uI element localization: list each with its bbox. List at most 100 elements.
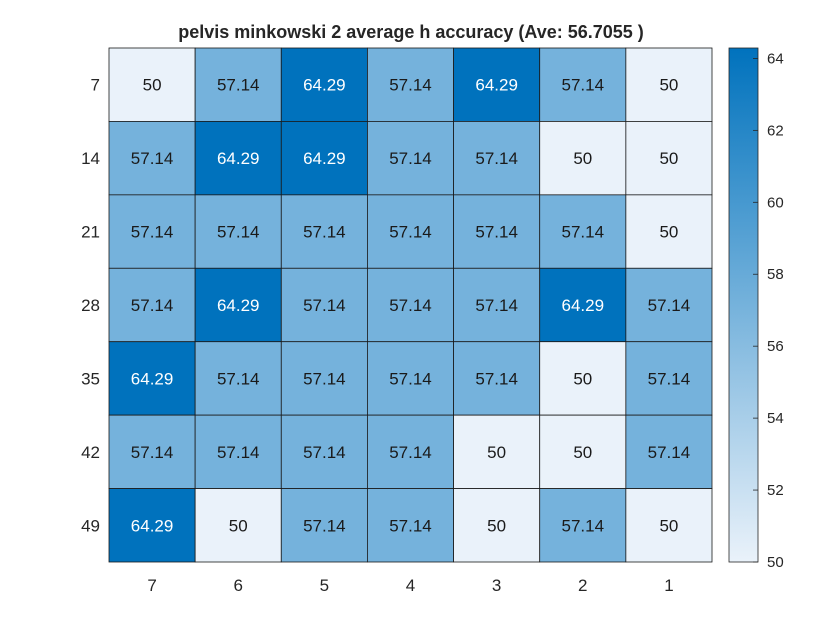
y-axis-ticks: 7 14 21 28 35 42 49 [81, 76, 100, 536]
cell-value-label: 57.14 [562, 516, 605, 535]
heatmap-cell [108, 341, 196, 416]
heatmap-cell [625, 488, 713, 563]
x-tick-label: 5 [320, 576, 329, 595]
colorbar: 50 52 54 56 58 60 62 64 [728, 47, 784, 571]
colorbar-tick-label: 50 [767, 554, 784, 571]
heatmap-cell [367, 267, 454, 343]
x-axis-ticks: 7 6 5 4 3 2 1 [147, 576, 673, 595]
cell-value-label: 50 [487, 443, 506, 462]
heatmap-cell [367, 47, 454, 122]
x-tick-label: 1 [664, 576, 673, 595]
cell-value-label: 57.14 [562, 223, 605, 242]
cell-value-label: 57.14 [131, 443, 174, 462]
cell-value-label: 57.14 [389, 296, 432, 315]
cell-value-label: 64.29 [562, 296, 605, 315]
cell-value-label: 50 [229, 516, 248, 535]
heatmap-cell [280, 194, 368, 269]
cell-value-label: 57.14 [475, 296, 518, 315]
cell-value-label: 57.14 [389, 76, 432, 95]
heatmap-cell [194, 194, 282, 269]
cell-value-label: 57.14 [648, 369, 691, 388]
heatmap-cell [108, 488, 196, 563]
heatmap-cell [367, 194, 454, 269]
heatmap-cell [625, 121, 713, 196]
cell-value-label: 57.14 [131, 223, 174, 242]
cell-value-label: 57.14 [303, 223, 346, 242]
cell-value-label: 50 [487, 516, 506, 535]
cell-value-label: 57.14 [389, 516, 432, 535]
heatmap-cell [539, 121, 627, 196]
heatmap-cell [194, 414, 282, 489]
cell-value-label: 50 [573, 369, 592, 388]
cell-value-label: 57.14 [389, 369, 432, 388]
x-tick-label: 6 [233, 576, 242, 595]
colorbar-tick-label: 60 [767, 194, 784, 211]
cell-value-label: 57.14 [389, 223, 432, 242]
x-tick-label: 2 [578, 576, 587, 595]
y-tick-label: 28 [81, 296, 100, 315]
heatmap-cell [453, 414, 541, 489]
colorbar-tick-label: 64 [767, 50, 784, 67]
cell-value-label: 57.14 [217, 76, 260, 95]
heatmap-cell [367, 414, 454, 489]
heatmap-cell [625, 341, 713, 416]
y-tick-label: 7 [91, 76, 100, 95]
cell-value-label: 64.29 [131, 369, 174, 388]
cell-value-label: 57.14 [389, 443, 432, 462]
cell-value-label: 57.14 [562, 76, 605, 95]
heatmap-cell [453, 47, 541, 122]
cell-value-label: 57.14 [303, 296, 346, 315]
heatmap-cell [453, 194, 541, 269]
colorbar-tick-label: 56 [767, 338, 784, 355]
heatmap-cell [194, 47, 282, 122]
heatmap-cell [108, 414, 196, 489]
heatmap-cell [453, 488, 541, 563]
cell-value-label: 57.14 [303, 369, 346, 388]
cell-value-label: 64.29 [303, 76, 346, 95]
heatmap-cell [367, 488, 454, 563]
y-tick-label: 49 [81, 516, 100, 535]
cell-value-label: 50 [659, 516, 678, 535]
heatmap-cell [453, 121, 541, 196]
y-tick-label: 21 [81, 223, 100, 242]
heatmap-cell [280, 47, 368, 122]
heatmap-cell [280, 121, 368, 196]
cell-value-label: 64.29 [475, 76, 518, 95]
cell-value-label: 57.14 [217, 369, 260, 388]
heatmap-cell [280, 414, 368, 489]
colorbar-tick-label: 58 [767, 266, 784, 283]
cell-value-label: 57.14 [475, 369, 518, 388]
cell-value-label: 57.14 [475, 223, 518, 242]
heatmap-cell [108, 267, 196, 343]
heatmap-cell [625, 414, 713, 489]
cell-value-label: 57.14 [217, 223, 260, 242]
y-tick-label: 14 [81, 149, 100, 168]
cell-value-label: 57.14 [303, 516, 346, 535]
cell-value-label: 57.14 [303, 443, 346, 462]
heatmap-cell [280, 488, 368, 563]
cell-value-label: 57.14 [475, 149, 518, 168]
colorbar-tick-label: 52 [767, 482, 784, 499]
heatmap-cell [194, 267, 282, 343]
colorbar-tick-label: 54 [767, 410, 784, 427]
cell-value-label: 64.29 [217, 149, 260, 168]
cell-value-label: 64.29 [217, 296, 260, 315]
x-tick-label: 4 [406, 576, 415, 595]
cell-value-label: 50 [143, 76, 162, 95]
x-tick-label: 7 [147, 576, 156, 595]
heatmap-cells: 50 57.14 64.29 57.14 64.29 57.14 50 57.14 64.29 6… [108, 47, 713, 563]
heatmap-cell [539, 267, 627, 343]
y-tick-label: 42 [81, 443, 100, 462]
cell-value-label: 57.14 [131, 296, 174, 315]
heatmap-cell [108, 194, 196, 269]
cell-value-label: 50 [659, 223, 678, 242]
cell-value-label: 64.29 [131, 516, 174, 535]
chart-title: pelvis minkowski 2 average h accuracy (A… [178, 22, 644, 42]
colorbar-gradient [728, 47, 759, 563]
cell-value-label: 57.14 [389, 149, 432, 168]
heatmap-cell [539, 194, 627, 269]
heatmap-cell [539, 47, 627, 122]
cell-value-label: 50 [573, 149, 592, 168]
heatmap-cell [108, 121, 196, 196]
